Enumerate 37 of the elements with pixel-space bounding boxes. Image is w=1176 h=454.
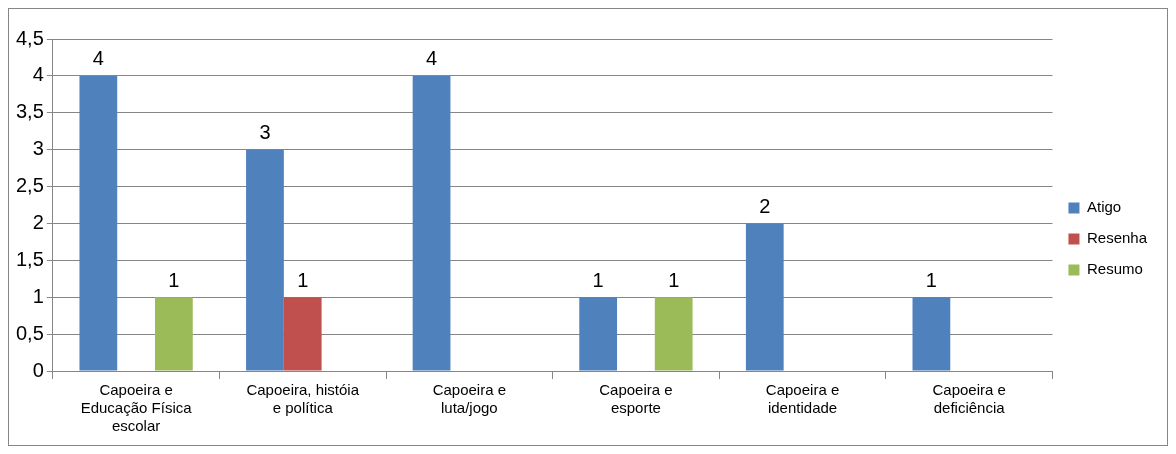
bar [654, 297, 693, 371]
bar [79, 75, 118, 371]
y-tick-label: 0 [32, 358, 44, 381]
data-label: 1 [168, 268, 180, 291]
data-label: 3 [259, 121, 271, 144]
x-tick-label: Capoeira e esporte [599, 381, 673, 417]
legend-label: Atigo [1086, 198, 1122, 216]
y-tick-label: 1 [32, 284, 44, 307]
y-tick-label: 0,5 [15, 321, 44, 344]
data-label: 1 [592, 268, 604, 291]
x-tick-label: Capoeira, históia e política [246, 381, 360, 417]
bar [246, 149, 284, 371]
legend-label: Resumo [1086, 260, 1143, 278]
data-label: 2 [759, 194, 771, 217]
y-tick-label: 4,5 [15, 26, 44, 49]
data-label: 1 [925, 268, 937, 291]
x-tick-label: Capoeira e Educação Física escolar [80, 381, 193, 435]
x-tick-label: Capoeira e identidade [765, 381, 840, 417]
data-label: 4 [426, 47, 438, 70]
x-tick-label: Capoeira e luta/jogo [432, 381, 507, 417]
y-tick-label: 2,5 [15, 174, 44, 197]
y-tick-label: 3,5 [15, 100, 44, 123]
bar [154, 297, 193, 371]
y-tick-label: 2 [32, 210, 44, 233]
x-tick-label: Capoeira e deficiência [932, 381, 1006, 417]
data-label: 1 [297, 268, 309, 291]
bar [283, 297, 322, 371]
legend-label: Resenha [1086, 229, 1148, 247]
y-tick-label: 3 [32, 137, 44, 160]
data-label: 1 [668, 268, 680, 291]
bar [912, 297, 951, 371]
bar [745, 223, 784, 371]
data-label: 4 [92, 47, 104, 70]
y-tick-label: 4 [32, 63, 44, 86]
bar [412, 75, 451, 371]
bar [579, 297, 618, 371]
y-tick-label: 1,5 [15, 247, 44, 270]
